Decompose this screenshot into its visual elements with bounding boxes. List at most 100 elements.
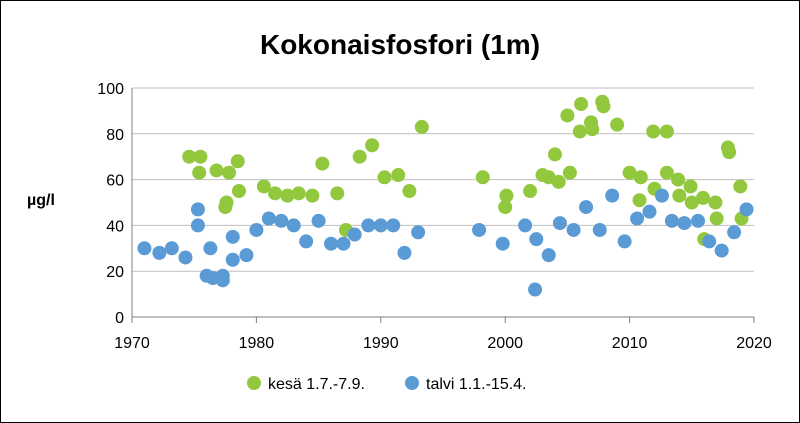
data-point <box>547 147 562 162</box>
data-point <box>299 234 314 249</box>
data-point <box>552 216 567 231</box>
data-point <box>225 229 240 244</box>
chart-title: Kokonaisfosfori (1m) <box>260 29 540 60</box>
data-point <box>361 218 376 233</box>
data-point <box>708 195 723 210</box>
data-point <box>605 188 620 203</box>
data-point <box>164 241 179 256</box>
data-point <box>152 245 167 260</box>
legend: kesä 1.7.-7.9. talvi 1.1.-15.4. <box>247 376 527 393</box>
data-point <box>315 156 330 171</box>
data-point <box>475 170 490 185</box>
data-point <box>684 195 699 210</box>
data-point <box>190 218 205 233</box>
data-point <box>733 179 748 194</box>
legend-item: kesä 1.7.-7.9. <box>247 376 365 393</box>
legend-item: talvi 1.1.-15.4. <box>405 376 527 393</box>
y-axis-label: µg/l <box>27 192 55 209</box>
data-point <box>528 282 543 297</box>
data-point <box>659 165 674 180</box>
data-point <box>714 243 729 258</box>
data-point <box>677 216 692 231</box>
data-point <box>397 245 412 260</box>
data-point <box>695 190 710 205</box>
data-point <box>592 222 607 237</box>
data-point <box>632 193 647 208</box>
legend-label: kesä 1.7.-7.9. <box>268 376 365 393</box>
data-points <box>137 94 754 297</box>
data-point <box>622 165 637 180</box>
data-point <box>560 108 575 123</box>
data-point <box>280 188 295 203</box>
data-point <box>330 186 345 201</box>
x-tick-label: 2020 <box>736 335 772 352</box>
data-point <box>391 168 406 183</box>
data-point <box>585 122 600 137</box>
x-tick-label: 1980 <box>239 335 275 352</box>
y-tick-labels: 0 20 40 60 80 100 <box>97 81 124 327</box>
data-point <box>596 99 611 114</box>
data-point <box>225 252 240 267</box>
data-point <box>664 213 679 228</box>
data-point <box>633 170 648 185</box>
data-point <box>654 188 669 203</box>
y-tick-label: 80 <box>106 127 124 144</box>
y-tick-label: 40 <box>106 218 124 235</box>
data-point <box>230 154 245 169</box>
x-tick-labels: 1970 1980 1990 2000 2010 2020 <box>114 335 772 352</box>
axes <box>131 88 755 323</box>
data-point <box>182 149 197 164</box>
data-point <box>739 202 754 217</box>
data-point <box>672 188 687 203</box>
x-tick-label: 2000 <box>487 335 523 352</box>
data-point <box>178 250 193 265</box>
data-point <box>630 211 645 226</box>
data-point <box>722 145 737 160</box>
data-point <box>231 184 246 199</box>
data-point <box>727 225 742 240</box>
data-point <box>192 165 207 180</box>
data-point <box>411 225 426 240</box>
data-point <box>239 248 254 263</box>
legend-marker <box>405 376 419 390</box>
y-tick-label: 100 <box>97 81 124 98</box>
data-point <box>566 222 581 237</box>
data-point <box>222 165 237 180</box>
data-point <box>268 186 283 201</box>
data-point <box>579 200 594 215</box>
data-point <box>377 170 392 185</box>
data-point <box>305 188 320 203</box>
data-point <box>691 213 706 228</box>
data-point <box>256 179 271 194</box>
data-point <box>617 234 632 249</box>
data-point <box>642 204 657 219</box>
data-point <box>291 186 306 201</box>
x-tick-label: 1970 <box>114 335 150 352</box>
legend-marker <box>247 376 261 390</box>
data-point <box>402 184 417 199</box>
data-point <box>683 179 698 194</box>
data-point <box>702 234 717 249</box>
data-point <box>709 211 724 226</box>
data-point <box>274 213 289 228</box>
data-point <box>659 124 674 139</box>
data-point <box>541 248 556 263</box>
series-0 <box>182 94 749 247</box>
data-point <box>311 213 326 228</box>
y-tick-label: 0 <box>115 310 124 327</box>
data-point <box>209 163 224 178</box>
data-point <box>472 222 487 237</box>
y-tick-label: 60 <box>106 173 124 190</box>
data-point <box>347 227 362 242</box>
data-point <box>529 232 544 247</box>
x-tick-label: 1990 <box>363 335 399 352</box>
data-point <box>574 97 589 112</box>
data-point <box>498 200 513 215</box>
data-point <box>190 202 205 217</box>
data-point <box>386 218 401 233</box>
data-point <box>261 211 276 226</box>
data-point <box>249 222 264 237</box>
data-point <box>193 149 208 164</box>
